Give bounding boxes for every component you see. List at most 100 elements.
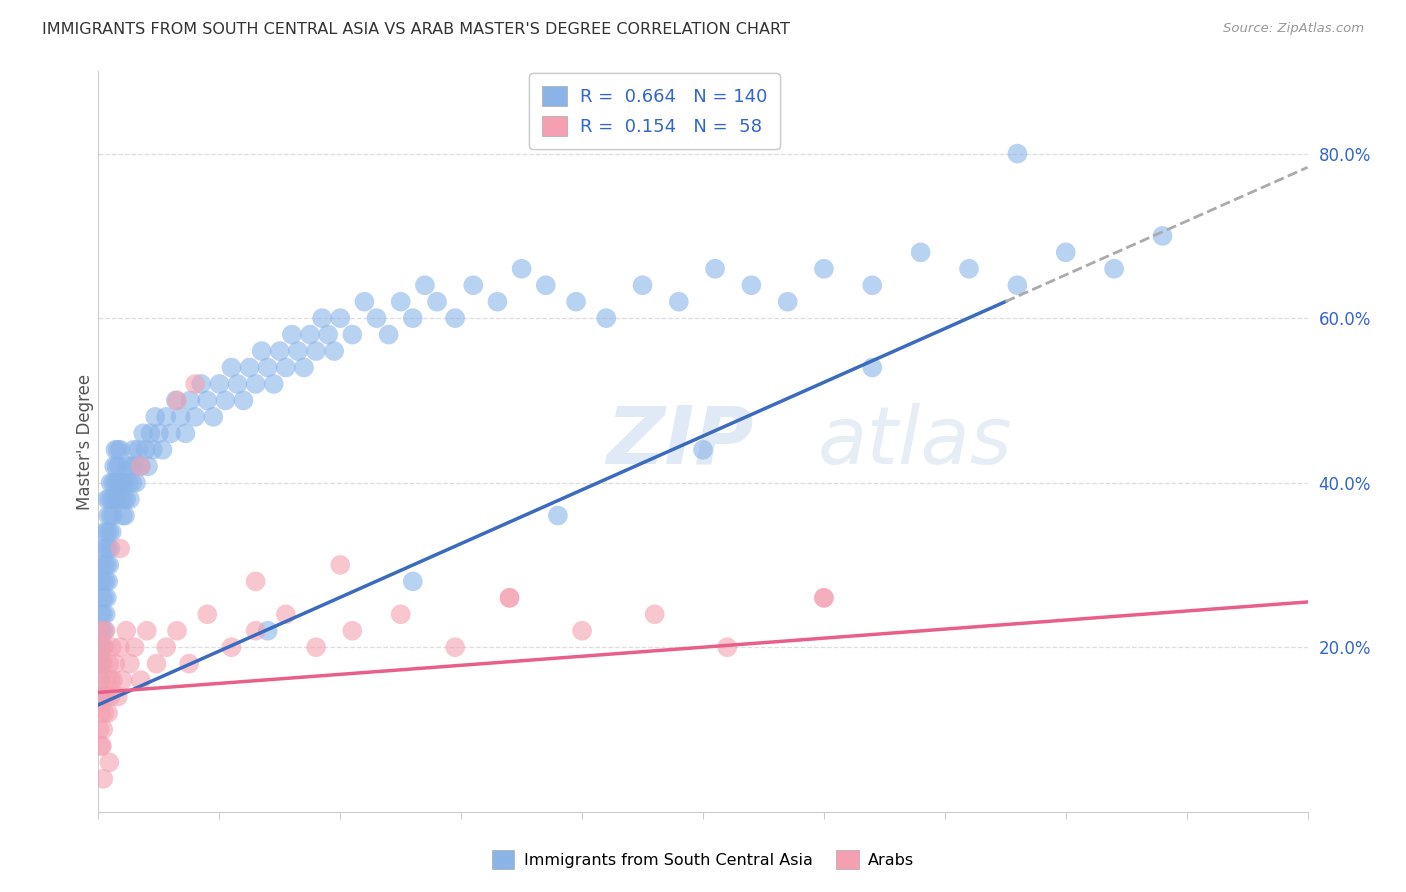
Point: [89, 673, 111, 687]
Point: [89, 657, 111, 671]
Point: [1007, 146, 1029, 161]
Point: [91, 723, 114, 737]
Point: [108, 442, 131, 457]
Point: [125, 475, 148, 490]
Point: [155, 409, 177, 424]
Point: [114, 475, 136, 490]
Point: [129, 459, 152, 474]
Point: [96, 524, 118, 539]
Point: [108, 475, 131, 490]
Point: [101, 508, 124, 523]
Point: [860, 278, 883, 293]
Point: [668, 294, 690, 309]
Text: Source: ZipAtlas.com: Source: ZipAtlas.com: [1223, 22, 1364, 36]
Text: ZIP: ZIP: [606, 402, 754, 481]
Point: [90, 673, 112, 687]
Point: [179, 657, 201, 671]
Point: [1007, 278, 1029, 293]
Point: [97, 508, 120, 523]
Point: [94, 690, 117, 704]
Point: [860, 360, 883, 375]
Point: [311, 311, 333, 326]
Point: [342, 624, 364, 638]
Point: [97, 706, 120, 720]
Point: [91, 640, 114, 655]
Point: [107, 442, 129, 457]
Point: [305, 640, 328, 655]
Point: [93, 624, 115, 638]
Point: [1152, 228, 1174, 243]
Point: [104, 475, 127, 490]
Text: atlas: atlas: [818, 402, 1012, 481]
Point: [221, 360, 243, 375]
Point: [353, 294, 375, 309]
Y-axis label: Master's Degree: Master's Degree: [76, 374, 94, 509]
Point: [108, 541, 131, 556]
Point: [287, 344, 309, 359]
Point: [316, 327, 339, 342]
Point: [117, 459, 139, 474]
Point: [112, 492, 135, 507]
Point: [631, 278, 654, 293]
Point: [94, 574, 117, 589]
Point: [91, 739, 114, 753]
Point: [174, 426, 197, 441]
Point: [100, 541, 122, 556]
Point: [166, 624, 188, 638]
Point: [239, 360, 262, 375]
Point: [101, 475, 124, 490]
Point: [716, 640, 738, 655]
Point: [100, 673, 122, 687]
Point: [108, 459, 131, 474]
Point: [145, 657, 167, 671]
Point: [129, 673, 152, 687]
Point: [124, 459, 146, 474]
Point: [547, 508, 569, 523]
Point: [692, 442, 714, 457]
Point: [111, 475, 134, 490]
Point: [91, 657, 114, 671]
Point: [444, 311, 467, 326]
Point: [103, 459, 125, 474]
Point: [245, 574, 267, 589]
Point: [323, 344, 346, 359]
Point: [100, 524, 122, 539]
Point: [190, 376, 212, 391]
Point: [498, 591, 520, 605]
Point: [90, 739, 112, 753]
Point: [342, 327, 364, 342]
Point: [565, 294, 588, 309]
Point: [245, 624, 267, 638]
Point: [91, 591, 114, 605]
Point: [111, 673, 134, 687]
Point: [148, 426, 170, 441]
Point: [105, 492, 128, 507]
Point: [107, 690, 129, 704]
Point: [1054, 245, 1077, 260]
Point: [245, 376, 267, 391]
Point: [377, 327, 399, 342]
Point: [413, 278, 436, 293]
Point: [644, 607, 666, 622]
Point: [132, 426, 155, 441]
Point: [98, 657, 121, 671]
Legend: Immigrants from South Central Asia, Arabs: Immigrants from South Central Asia, Arab…: [485, 844, 921, 875]
Point: [94, 607, 117, 622]
Point: [122, 442, 145, 457]
Point: [195, 607, 218, 622]
Point: [160, 426, 183, 441]
Point: [124, 640, 146, 655]
Point: [96, 558, 118, 572]
Point: [93, 591, 115, 605]
Point: [184, 409, 207, 424]
Point: [93, 524, 115, 539]
Point: [389, 607, 412, 622]
Point: [208, 376, 231, 391]
Legend: R =  0.664   N = 140, R =  0.154   N =  58: R = 0.664 N = 140, R = 0.154 N = 58: [529, 73, 780, 149]
Point: [127, 442, 149, 457]
Point: [110, 492, 132, 507]
Point: [91, 541, 114, 556]
Point: [366, 311, 388, 326]
Point: [135, 624, 157, 638]
Point: [91, 640, 114, 655]
